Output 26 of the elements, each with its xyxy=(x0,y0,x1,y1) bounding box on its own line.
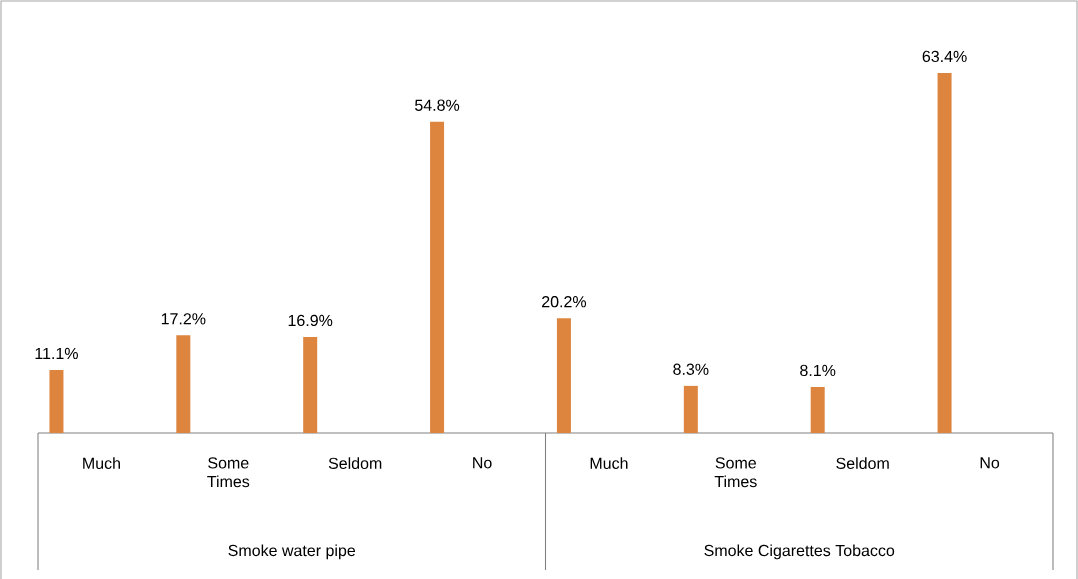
x-tick-label: No xyxy=(980,457,1000,469)
bar xyxy=(303,337,318,433)
data-label: 17.2% xyxy=(161,313,206,325)
data-label: 16.9% xyxy=(288,314,333,327)
bar xyxy=(49,369,64,433)
data-label: 8.1% xyxy=(800,364,836,377)
text: Smoke water pipe xyxy=(228,544,356,560)
data-label: 20.2% xyxy=(542,296,587,308)
x-tick-label: No xyxy=(473,457,492,469)
x-tick-label: Some Times xyxy=(714,457,757,488)
x-tick-label: Some Times xyxy=(207,457,250,488)
x-tick-label: Much xyxy=(590,457,628,470)
bar xyxy=(683,385,698,433)
text: Smoke Cigarettes Tobacco xyxy=(704,544,895,560)
bar xyxy=(430,121,445,433)
bar xyxy=(176,335,191,433)
bar xyxy=(810,387,825,433)
data-label: 54.8% xyxy=(415,99,460,111)
x-tick-label: Seldom xyxy=(836,457,889,470)
data-label: 11.1% xyxy=(35,347,78,360)
bar xyxy=(556,318,571,433)
x-tick-label: Seldom xyxy=(328,457,382,470)
data-label: 63.4% xyxy=(922,50,967,63)
data-label: 8.3% xyxy=(673,363,709,375)
x-tick-label: Much xyxy=(83,457,120,470)
bar xyxy=(937,72,952,433)
